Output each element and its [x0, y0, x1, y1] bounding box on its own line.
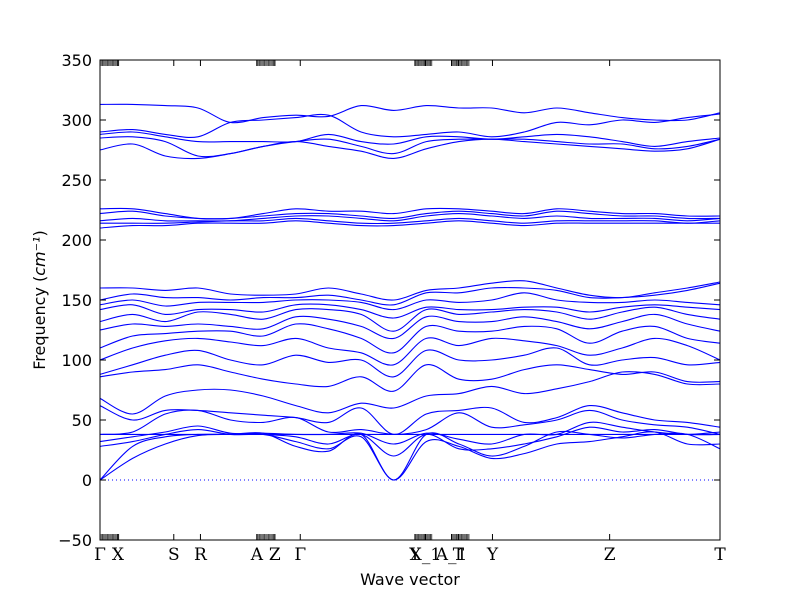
band-line-14 [99, 306, 721, 332]
kpoint-label: A [250, 545, 264, 565]
band-line-23 [99, 207, 721, 220]
band-line-10 [99, 347, 721, 378]
y-tick-label: 250 [61, 171, 92, 190]
kpoint-label: Y [408, 545, 421, 565]
band-line-28 [99, 103, 721, 124]
band-line-3 [99, 426, 721, 457]
plot-frame [99, 59, 721, 541]
y-tick-label: 100 [61, 351, 92, 370]
kpoint-label: X_1 [410, 545, 441, 565]
band-line-19 [99, 220, 720, 229]
band-line-16 [99, 292, 721, 311]
kpoint-label: R [194, 545, 208, 565]
band-line-24 [99, 138, 721, 160]
band-line-25 [99, 136, 721, 158]
y-tick-label: 200 [61, 231, 92, 250]
kpoint-label: Z [269, 545, 281, 565]
x-axis-label: Wave vector [360, 570, 460, 589]
kpoint-label: Γ [94, 545, 106, 565]
band-line-27 [99, 113, 721, 138]
band-line-8 [99, 371, 721, 415]
phonon-bands [99, 103, 721, 481]
band-line-11 [99, 337, 721, 366]
kpoint-label: Z [604, 545, 616, 565]
kpoint-label: T [714, 545, 726, 565]
y-axis-label: Frequency (cm⁻¹) [30, 230, 49, 369]
band-line-4 [99, 421, 721, 445]
band-line-9 [99, 364, 721, 392]
y-tick-label: 50 [72, 411, 92, 430]
y-axis-ticks: −50 0 50 100 150 200 250 300 350 [58, 51, 720, 550]
kpoint-label: A_1 [435, 545, 468, 565]
band-line-12 [99, 323, 721, 354]
y-axis-label-text: Frequency [30, 287, 49, 370]
kpoint-label: T [453, 545, 465, 565]
band-line-15 [99, 303, 721, 319]
band-line-7 [99, 405, 721, 435]
band-line-13 [99, 313, 721, 340]
y-tick-label: 300 [61, 111, 92, 130]
y-tick-label: 150 [61, 291, 92, 310]
y-axis-label-unit: cm⁻¹ [30, 237, 49, 276]
band-line-20 [100, 217, 721, 225]
kpoint-label: Γ [294, 545, 306, 565]
band-line-26 [99, 131, 721, 147]
band-line-2 [99, 431, 721, 481]
band-line-21 [99, 213, 721, 222]
x-axis-kpoint-ticks: Γ X S R A Z Γ YX_1A_1T Y Z T [94, 60, 726, 565]
y-tick-label: 0 [82, 471, 92, 490]
y-tick-label: 350 [61, 51, 92, 70]
kpoint-label: Y [486, 545, 499, 565]
band-line-18 [99, 280, 721, 301]
y-tick-label: −50 [58, 531, 92, 550]
kpoint-label: X [112, 545, 125, 565]
kpoint-label: S [168, 545, 180, 565]
